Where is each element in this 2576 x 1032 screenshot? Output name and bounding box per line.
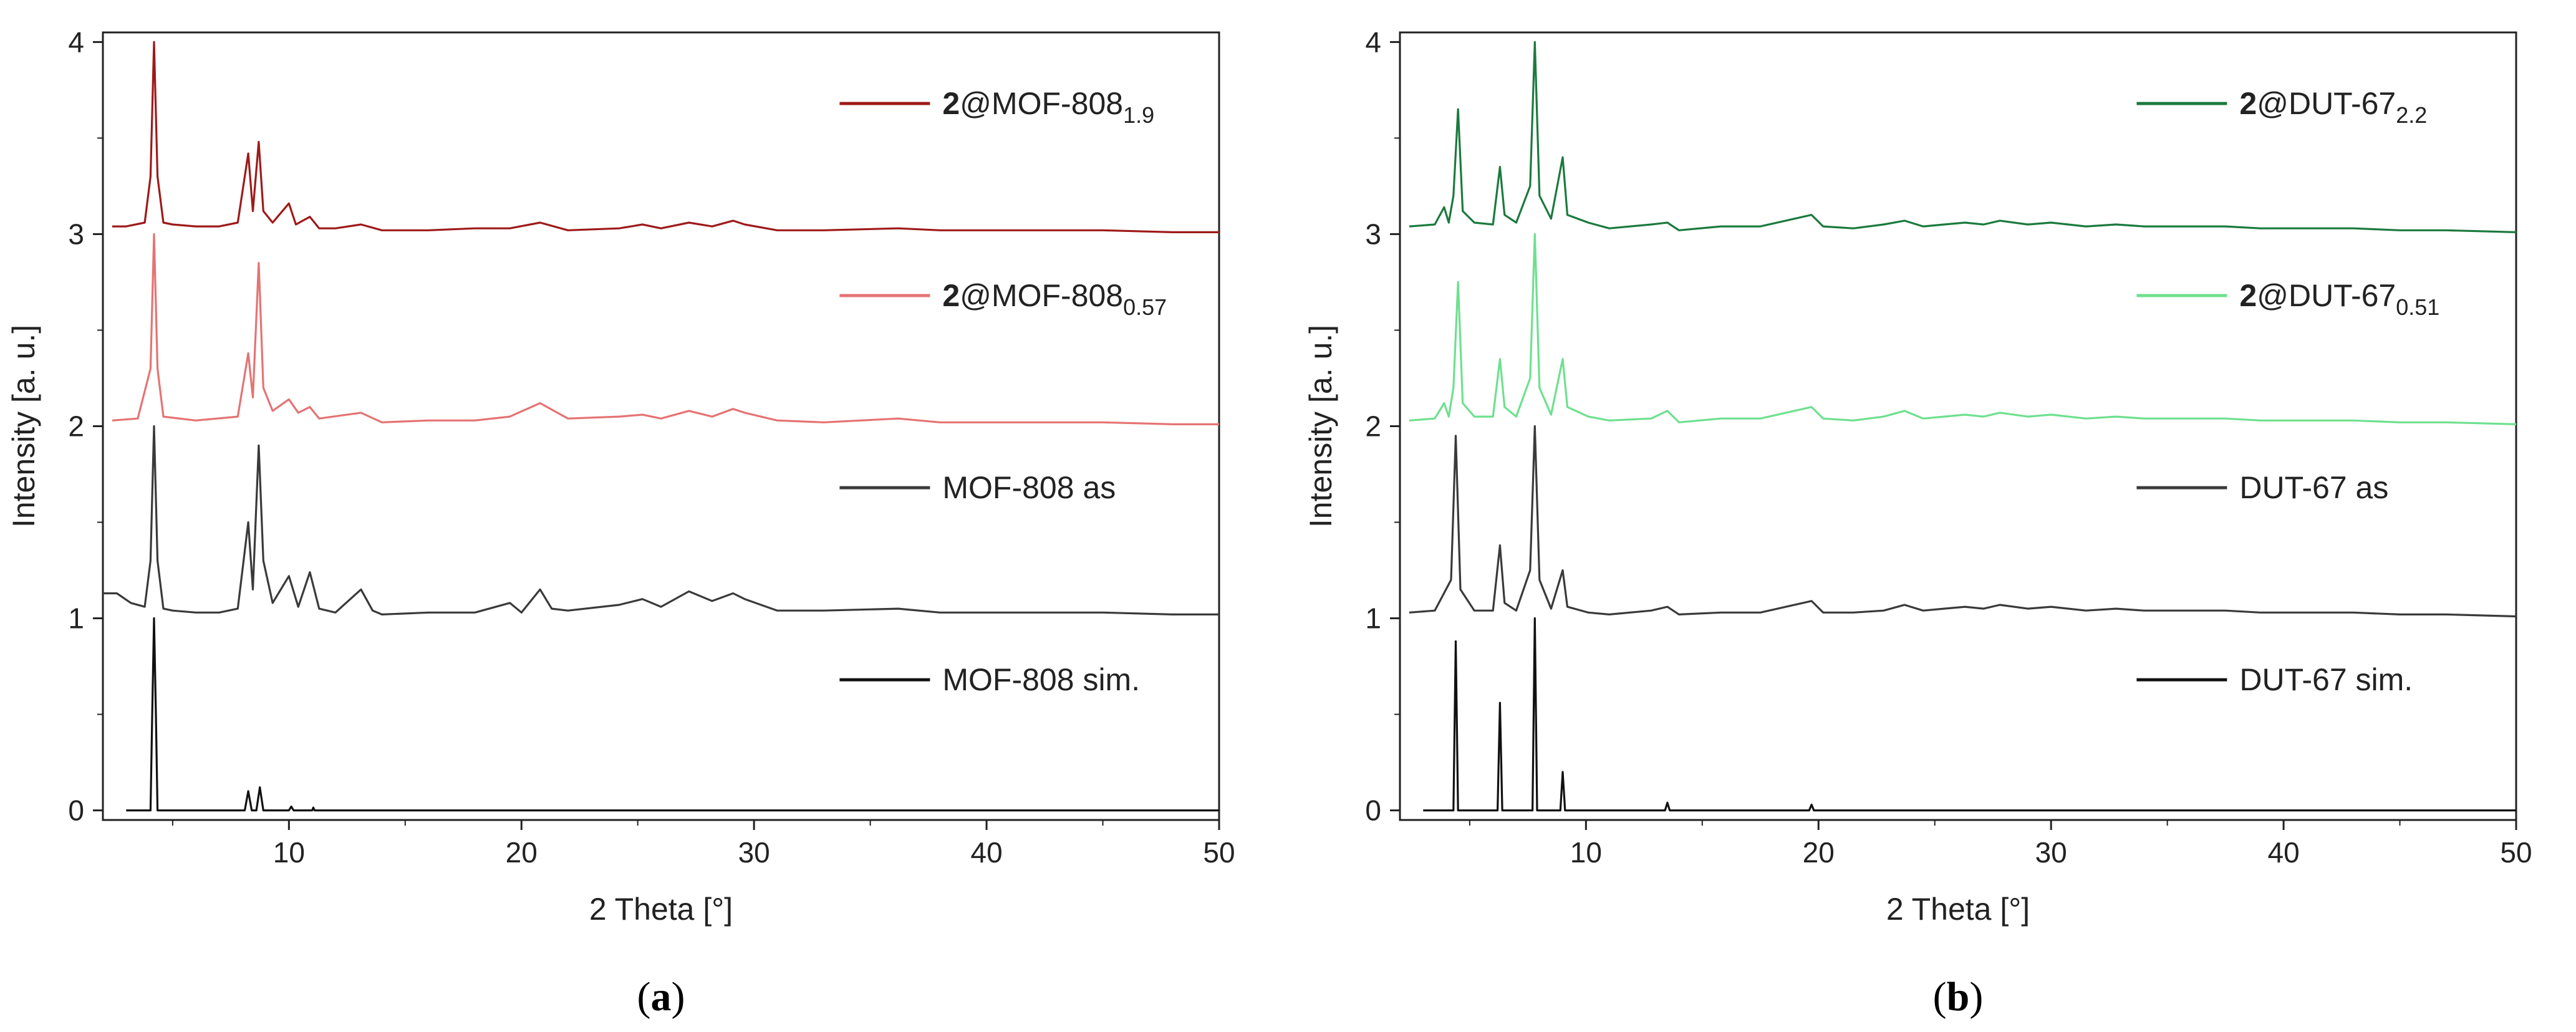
legend-label-main: MOF-808 as [942,470,1116,505]
panel-label-open: ( [1933,974,1947,1020]
y-tick-label: 1 [68,602,84,635]
series-line [103,425,1219,615]
x-tick-label: 40 [2267,836,2299,869]
x-tick-label: 20 [1803,836,1835,869]
y-tick-label: 2 [68,410,84,443]
y-tick-label: 2 [1365,410,1381,443]
x-axis-title: 2 Theta [°] [1886,892,2030,927]
x-tick-label: 10 [273,836,305,869]
legend-label-main: MOF-808 sim. [942,662,1140,697]
legend-label: 2@MOF-8080.57 [942,278,1167,320]
series-line [1423,617,2516,812]
legend-label-subscript: 1.9 [1123,102,1154,128]
plot-frame [102,31,1220,821]
legend-label-subscript: 2.2 [2396,102,2427,128]
x-tick-label: 50 [2500,836,2532,869]
y-tick-label: 3 [68,218,84,250]
y-axis-title: Intensity [a. u.] [6,325,41,528]
series-line [1409,41,2517,233]
legend-label: 2@DUT-670.51 [2239,278,2439,320]
x-axis-title: 2 Theta [°] [589,892,733,927]
legend-label-subscript: 0.51 [2396,294,2439,320]
x-tick-label: 20 [506,836,538,869]
series-line [112,233,1219,425]
x-tick-label: 50 [1203,836,1235,869]
legend-label-main: @MOF-808 [960,86,1123,121]
series-line [1409,233,2517,425]
x-tick-label: 40 [970,836,1002,869]
legend-label-bold: 2 [942,86,960,121]
chart-panel-b: 10 20 30 40 50 0 1 2 3 4 2 Theta [°] Intensity [a. … [1303,26,2532,1020]
legend-label-bold: 2 [942,278,960,313]
panel-label-letter: b [1947,974,1970,1020]
legend-label: DUT-67 as [2239,470,2388,505]
y-axis-title: Intensity [a. u.] [1303,325,1338,528]
plot-frame [1399,31,2517,821]
y-tick-label: 1 [1365,602,1381,635]
panel-label-close: ) [1969,974,1983,1020]
legend-label-main: @DUT-67 [2257,278,2396,313]
legend-label-main: DUT-67 sim. [2239,662,2413,697]
legend-label-subscript: 0.57 [1123,294,1167,320]
legend-label-bold: 2 [2239,86,2257,121]
series-line [112,41,1219,233]
legend-label: MOF-808 sim. [942,662,1140,697]
panel-label-close: ) [672,974,685,1020]
legend-label: 2@DUT-672.2 [2239,86,2427,128]
legend-label: 2@MOF-8081.9 [942,86,1154,128]
x-tick-label: 30 [2035,836,2067,869]
legend-label-main: DUT-67 as [2239,470,2388,505]
panel-label: (b) [1933,974,1984,1020]
y-tick-label: 4 [68,26,84,58]
y-tick-label: 0 [1365,794,1381,827]
y-tick-label: 3 [1365,218,1381,250]
panel-label-open: ( [637,974,651,1020]
series-line [126,617,1219,812]
series-line [1409,425,2517,618]
panel-label-letter: a [651,974,672,1020]
panel-label: (a) [637,974,685,1020]
legend-label: DUT-67 sim. [2239,662,2413,697]
chart-panel-a: 10 20 30 40 50 0 1 2 3 4 2 Theta [°] Intensity [a. … [6,26,1235,1020]
legend-label-main: @DUT-67 [2257,86,2396,121]
x-tick-label: 30 [738,836,770,869]
x-tick-label: 10 [1570,836,1602,869]
legend-label: MOF-808 as [942,470,1116,505]
y-tick-label: 0 [68,794,84,827]
legend-label-bold: 2 [2239,278,2257,313]
legend-label-main: @MOF-808 [960,278,1123,313]
y-tick-label: 4 [1365,26,1381,58]
